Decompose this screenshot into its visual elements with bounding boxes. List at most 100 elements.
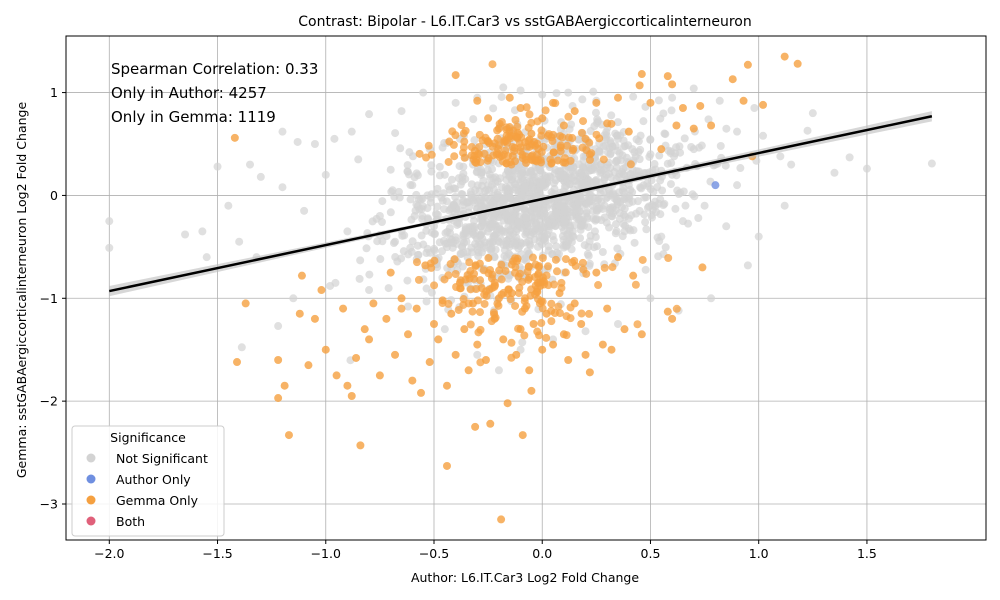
point-not-significant: [675, 142, 684, 151]
point-not-significant: [362, 244, 371, 253]
point-gemma-only: [464, 366, 473, 375]
point-gemma-only: [501, 266, 510, 275]
point-not-significant: [538, 90, 547, 99]
point-not-significant: [574, 160, 583, 169]
point-not-significant: [473, 245, 482, 254]
point-not-significant: [666, 180, 675, 189]
point-not-significant: [624, 214, 633, 223]
point-gemma-only: [538, 345, 547, 354]
y-tick-label: −3: [40, 497, 58, 512]
point-gemma-only: [356, 441, 365, 450]
point-not-significant: [202, 253, 211, 262]
point-gemma-only: [534, 144, 543, 153]
regression-line: [109, 115, 933, 293]
point-gemma-only: [569, 144, 578, 153]
point-not-significant: [484, 181, 493, 190]
point-gemma-only: [629, 271, 638, 280]
point-gemma-only: [543, 131, 552, 140]
point-gemma-only: [538, 254, 547, 263]
point-gemma-only: [603, 119, 612, 128]
point-not-significant: [456, 180, 465, 189]
point-gemma-only: [451, 350, 460, 359]
point-gemma-only: [465, 258, 474, 267]
point-not-significant: [591, 108, 600, 117]
point-gemma-only: [460, 325, 469, 334]
point-gemma-only: [317, 286, 326, 295]
point-gemma-only: [626, 160, 635, 169]
point-not-significant: [570, 170, 579, 179]
point-not-significant: [378, 237, 387, 246]
point-not-significant: [427, 228, 436, 237]
point-not-significant: [589, 207, 598, 216]
point-gemma-only: [484, 114, 493, 123]
point-not-significant: [733, 181, 742, 190]
point-gemma-only: [473, 340, 482, 349]
point-not-significant: [603, 193, 612, 202]
point-not-significant: [459, 162, 468, 171]
point-not-significant: [485, 201, 494, 210]
point-not-significant: [516, 170, 525, 179]
point-gemma-only: [504, 132, 513, 141]
point-gemma-only: [577, 309, 586, 318]
point-not-significant: [590, 122, 599, 131]
point-not-significant: [628, 197, 637, 206]
point-not-significant: [600, 213, 609, 222]
point-gemma-only: [430, 320, 438, 328]
annotation-gemma-only: Only in Gemma: 1119: [111, 108, 276, 126]
point-gemma-only: [449, 140, 458, 149]
point-not-significant: [694, 214, 703, 223]
point-gemma-only: [631, 280, 640, 289]
point-gemma-only: [541, 106, 550, 115]
point-gemma-only: [607, 345, 616, 354]
point-not-significant: [213, 162, 222, 171]
point-gemma-only: [442, 461, 451, 470]
point-gemma-only: [471, 422, 480, 431]
point-gemma-only: [480, 290, 489, 299]
point-not-significant: [593, 242, 602, 251]
point-not-significant: [181, 230, 190, 239]
point-gemma-only: [505, 93, 514, 102]
point-not-significant: [862, 164, 871, 173]
point-gemma-only: [793, 59, 802, 68]
point-gemma-only: [475, 259, 484, 268]
point-not-significant: [438, 247, 447, 256]
legend-marker-both: [86, 516, 96, 526]
point-not-significant: [630, 148, 639, 157]
point-gemma-only: [707, 121, 716, 130]
point-gemma-only: [391, 350, 400, 359]
point-not-significant: [700, 201, 709, 210]
point-not-significant: [407, 215, 416, 224]
point-not-significant: [408, 237, 417, 246]
point-not-significant: [400, 231, 409, 240]
y-axis-label: Gemma: sstGABAergiccorticalinterneuron L…: [14, 102, 29, 479]
point-gemma-only: [689, 124, 698, 133]
point-not-significant: [391, 237, 400, 246]
point-not-significant: [500, 227, 509, 236]
annotation-spearman: Spearman Correlation: 0.33: [111, 60, 318, 78]
point-gemma-only: [549, 98, 558, 107]
point-not-significant: [538, 181, 547, 190]
point-not-significant: [555, 201, 564, 210]
x-tick-label: 1.0: [749, 546, 769, 561]
legend: Significance Not Significant Author Only…: [71, 425, 225, 537]
point-not-significant: [386, 208, 395, 217]
point-gemma-only: [473, 96, 482, 105]
point-gemma-only: [468, 307, 477, 316]
point-not-significant: [520, 206, 529, 215]
point-gemma-only: [570, 299, 579, 308]
point-not-significant: [563, 230, 572, 239]
point-not-significant: [573, 205, 582, 214]
point-gemma-only: [274, 394, 283, 403]
point-not-significant: [639, 117, 648, 126]
point-gemma-only: [310, 314, 319, 323]
y-tick-label: −1: [40, 291, 58, 306]
point-gemma-only: [577, 128, 586, 137]
point-gemma-only: [459, 143, 468, 152]
point-gemma-only: [474, 328, 483, 337]
point-gemma-only: [425, 358, 434, 367]
point-gemma-only: [448, 127, 457, 136]
point-not-significant: [422, 297, 431, 306]
point-not-significant: [365, 110, 374, 119]
point-not-significant: [446, 235, 455, 244]
point-gemma-only: [550, 280, 559, 289]
